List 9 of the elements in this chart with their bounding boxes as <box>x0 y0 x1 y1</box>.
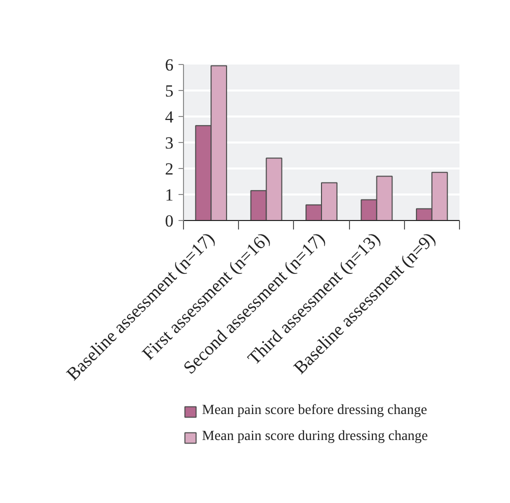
y-tick-label: 4 <box>165 108 174 126</box>
legend-label: Mean pain score before dressing change <box>202 402 428 420</box>
y-tick-label: 3 <box>165 134 174 152</box>
y-tick-label: 1 <box>165 186 174 204</box>
y-tick-label: 6 <box>165 56 174 74</box>
legend-label: Mean pain score during dressing change <box>202 428 428 446</box>
y-tick-label: 5 <box>165 82 174 100</box>
y-tick-label: 2 <box>165 160 174 178</box>
y-tick-label: 0 <box>165 212 174 230</box>
